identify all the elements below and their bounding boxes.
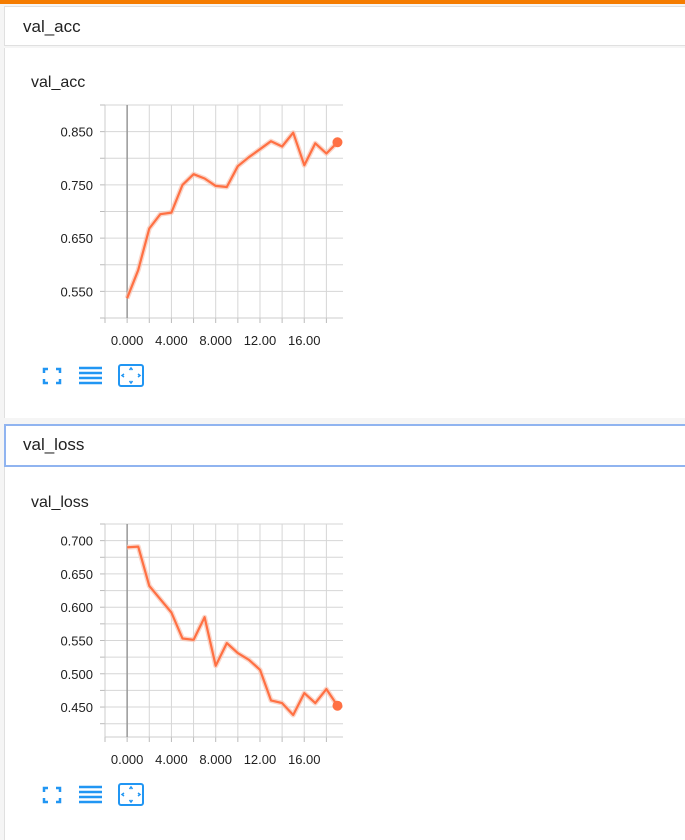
- x-tick-label: 0.000: [111, 333, 144, 348]
- expand-chart-button[interactable]: [39, 783, 65, 807]
- section-header-label: val_acc: [23, 17, 81, 36]
- chart-val-loss[interactable]: 0.000 4.000 8.000 12.00 16.00 0.450 0.500 0.550…: [5, 467, 685, 840]
- chart-title: val_acc: [31, 74, 86, 91]
- x-tick-label: 16.00: [288, 333, 321, 348]
- chart-card-val-acc: val_acc 0.000 4.000 8.000 12.00 16.00 0.550 0.…: [4, 48, 685, 418]
- y-tick-label: 0.550: [60, 633, 93, 648]
- y-tick-label: 0.500: [60, 667, 93, 682]
- x-tick-label: 12.00: [244, 333, 277, 348]
- x-tick-label: 8.000: [199, 333, 232, 348]
- fit-domain-button[interactable]: [117, 782, 144, 806]
- y-tick-label: 0.600: [60, 600, 93, 615]
- list-lines-icon: [79, 366, 102, 385]
- last-point-marker: [332, 700, 343, 711]
- toggle-y-log-button[interactable]: [77, 364, 103, 388]
- y-tick-label: 0.750: [60, 178, 93, 193]
- section-header-val-acc[interactable]: val_acc: [4, 6, 685, 46]
- y-tick-label: 0.650: [60, 231, 93, 246]
- list-lines-icon: [79, 785, 102, 804]
- x-tick-label: 8.000: [199, 752, 232, 767]
- x-tick-label: 4.000: [155, 333, 188, 348]
- y-tick-label: 0.450: [60, 700, 93, 715]
- fullscreen-icon: [42, 367, 62, 385]
- x-tick-label: 16.00: [288, 752, 321, 767]
- section-header-val-loss[interactable]: val_loss: [4, 424, 685, 467]
- section-header-label: val_loss: [23, 435, 85, 454]
- x-tick-label: 0.000: [111, 752, 144, 767]
- x-tick-label: 4.000: [155, 752, 188, 767]
- y-tick-label: 0.650: [60, 567, 93, 582]
- chart-val-acc[interactable]: 0.000 4.000 8.000 12.00 16.00 0.550 0.650 0.750…: [5, 48, 685, 418]
- y-tick-label: 0.550: [60, 284, 93, 299]
- fullscreen-icon: [42, 786, 62, 804]
- fit-domain-icon: [118, 783, 144, 806]
- last-point-marker: [332, 137, 343, 148]
- fit-domain-button[interactable]: [117, 363, 144, 387]
- grid: [100, 523, 343, 742]
- toggle-y-log-button[interactable]: [77, 783, 103, 807]
- chart-card-val-loss: val_loss 0.000 4.000 8.000 12.00 16.00 0.450 0…: [4, 467, 685, 840]
- y-tick-label: 0.850: [60, 125, 93, 140]
- x-tick-label: 12.00: [244, 752, 277, 767]
- expand-chart-button[interactable]: [39, 364, 65, 388]
- series-line: [127, 545, 339, 717]
- top-accent-bar: [0, 0, 685, 4]
- grid: [100, 104, 343, 323]
- y-tick-label: 0.700: [60, 534, 93, 549]
- series-line-raw: [126, 544, 340, 718]
- chart-title: val_loss: [31, 494, 89, 511]
- fit-domain-icon: [118, 364, 144, 387]
- series-line: [126, 131, 339, 299]
